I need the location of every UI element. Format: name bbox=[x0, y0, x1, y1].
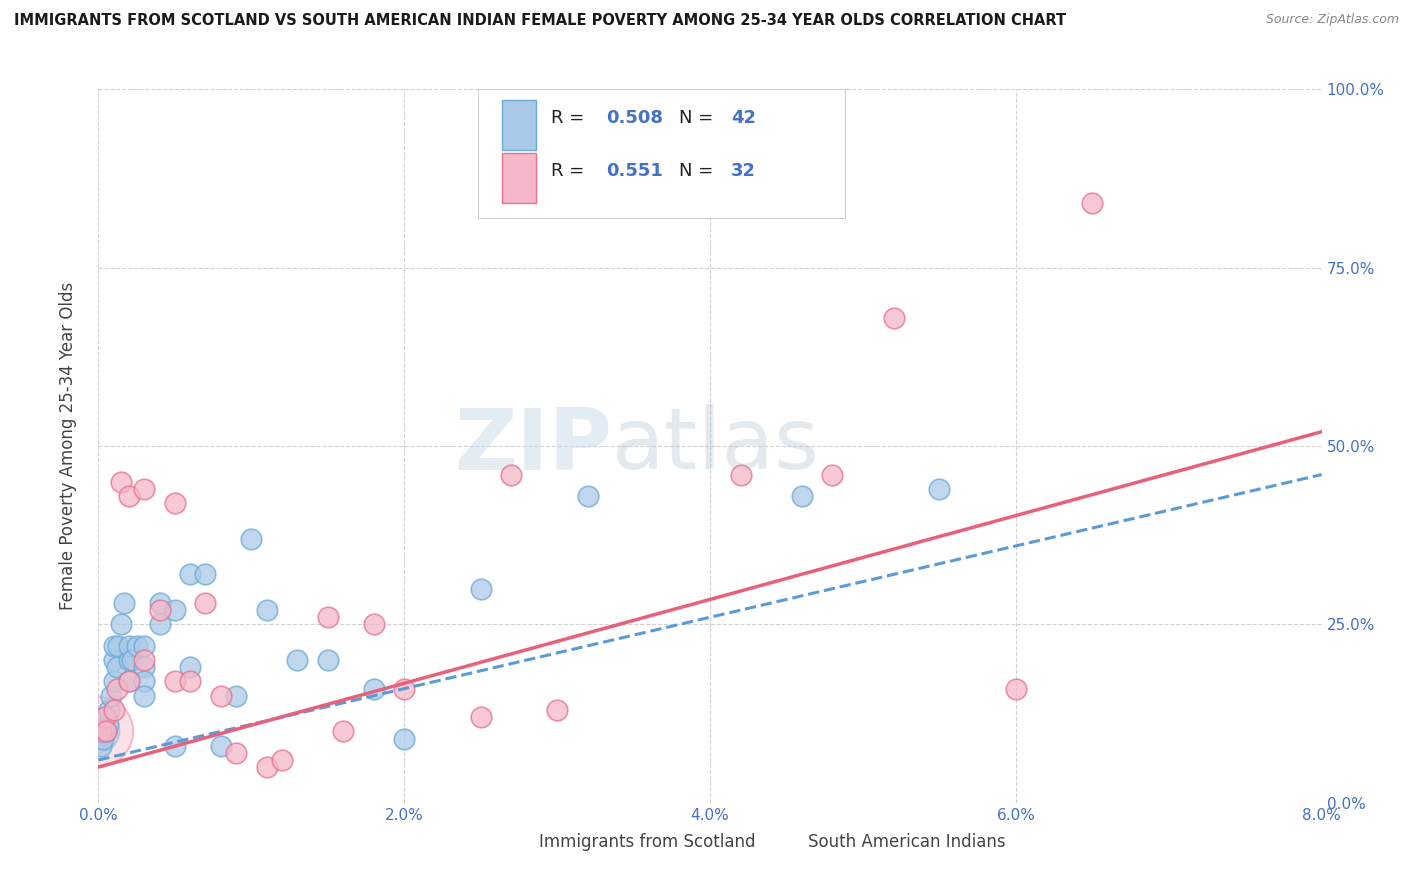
Point bbox=[501, 467, 523, 482]
Point bbox=[194, 567, 217, 582]
Text: 42: 42 bbox=[731, 109, 756, 127]
Point bbox=[149, 617, 172, 632]
Point bbox=[93, 724, 115, 739]
Bar bbox=[502, 153, 536, 203]
Point bbox=[90, 724, 112, 739]
Text: Immigrants from Scotland: Immigrants from Scotland bbox=[538, 833, 755, 851]
Point bbox=[240, 532, 263, 546]
Point bbox=[98, 703, 121, 717]
Point bbox=[91, 731, 114, 746]
Point bbox=[668, 196, 690, 211]
Point bbox=[103, 703, 125, 717]
Point bbox=[163, 674, 186, 689]
Point bbox=[316, 653, 339, 667]
Point bbox=[118, 489, 141, 503]
Point bbox=[225, 689, 247, 703]
Y-axis label: Female Poverty Among 25-34 Year Olds: Female Poverty Among 25-34 Year Olds bbox=[59, 282, 77, 610]
Text: R =: R = bbox=[551, 162, 591, 180]
Point bbox=[821, 467, 844, 482]
Point bbox=[134, 653, 156, 667]
Text: 0.551: 0.551 bbox=[606, 162, 664, 180]
Bar bbox=[502, 100, 536, 150]
Point bbox=[134, 639, 156, 653]
Point bbox=[125, 639, 148, 653]
Point bbox=[87, 724, 110, 739]
Point bbox=[179, 674, 201, 689]
Point bbox=[256, 760, 278, 774]
Text: atlas: atlas bbox=[612, 404, 820, 488]
Point bbox=[363, 617, 385, 632]
Point bbox=[134, 660, 156, 674]
Point bbox=[790, 489, 813, 503]
Point bbox=[1081, 196, 1104, 211]
Point bbox=[97, 717, 120, 731]
Point bbox=[105, 681, 128, 696]
Text: ZIP: ZIP bbox=[454, 404, 612, 488]
Point bbox=[163, 739, 186, 753]
Point bbox=[270, 753, 294, 767]
Point bbox=[363, 681, 385, 696]
Point bbox=[105, 660, 128, 674]
Point bbox=[118, 674, 141, 689]
Point bbox=[110, 617, 132, 632]
Point bbox=[121, 653, 143, 667]
Point bbox=[94, 724, 117, 739]
Text: 0.508: 0.508 bbox=[606, 109, 664, 127]
Text: IMMIGRANTS FROM SCOTLAND VS SOUTH AMERICAN INDIAN FEMALE POVERTY AMONG 25-34 YEA: IMMIGRANTS FROM SCOTLAND VS SOUTH AMERIC… bbox=[14, 13, 1066, 29]
Point bbox=[392, 681, 416, 696]
Point bbox=[103, 674, 125, 689]
Point bbox=[194, 596, 217, 610]
Point bbox=[883, 310, 905, 325]
Point bbox=[209, 739, 232, 753]
Point bbox=[730, 467, 752, 482]
Point bbox=[134, 674, 156, 689]
Point bbox=[163, 496, 186, 510]
Point bbox=[94, 724, 117, 739]
Point bbox=[928, 482, 950, 496]
Text: 32: 32 bbox=[731, 162, 756, 180]
Text: Source: ZipAtlas.com: Source: ZipAtlas.com bbox=[1265, 13, 1399, 27]
Point bbox=[256, 603, 278, 617]
Text: R =: R = bbox=[551, 109, 591, 127]
Point bbox=[100, 689, 122, 703]
Point bbox=[107, 639, 129, 653]
Point bbox=[1004, 681, 1026, 696]
Point bbox=[118, 639, 141, 653]
Point bbox=[93, 710, 115, 724]
Point bbox=[149, 596, 172, 610]
Bar bbox=[489, 823, 524, 863]
Point bbox=[576, 489, 599, 503]
FancyBboxPatch shape bbox=[478, 89, 845, 218]
Point bbox=[470, 710, 492, 724]
Point bbox=[112, 596, 135, 610]
Text: South American Indians: South American Indians bbox=[808, 833, 1005, 851]
Point bbox=[118, 674, 141, 689]
Point bbox=[87, 724, 110, 739]
Point bbox=[546, 703, 568, 717]
Point bbox=[179, 660, 201, 674]
Point bbox=[90, 739, 112, 753]
Bar bbox=[759, 823, 793, 863]
Text: N =: N = bbox=[679, 109, 720, 127]
Point bbox=[470, 582, 492, 596]
Point bbox=[110, 475, 132, 489]
Point bbox=[285, 653, 308, 667]
Point bbox=[179, 567, 201, 582]
Point bbox=[316, 610, 339, 624]
Text: N =: N = bbox=[679, 162, 720, 180]
Point bbox=[163, 603, 186, 617]
Point bbox=[392, 731, 416, 746]
Point bbox=[118, 653, 141, 667]
Point bbox=[134, 482, 156, 496]
Point bbox=[149, 603, 172, 617]
Point bbox=[225, 746, 247, 760]
Point bbox=[103, 653, 125, 667]
Point bbox=[103, 639, 125, 653]
Point bbox=[209, 689, 232, 703]
Point bbox=[332, 724, 354, 739]
Point bbox=[134, 689, 156, 703]
